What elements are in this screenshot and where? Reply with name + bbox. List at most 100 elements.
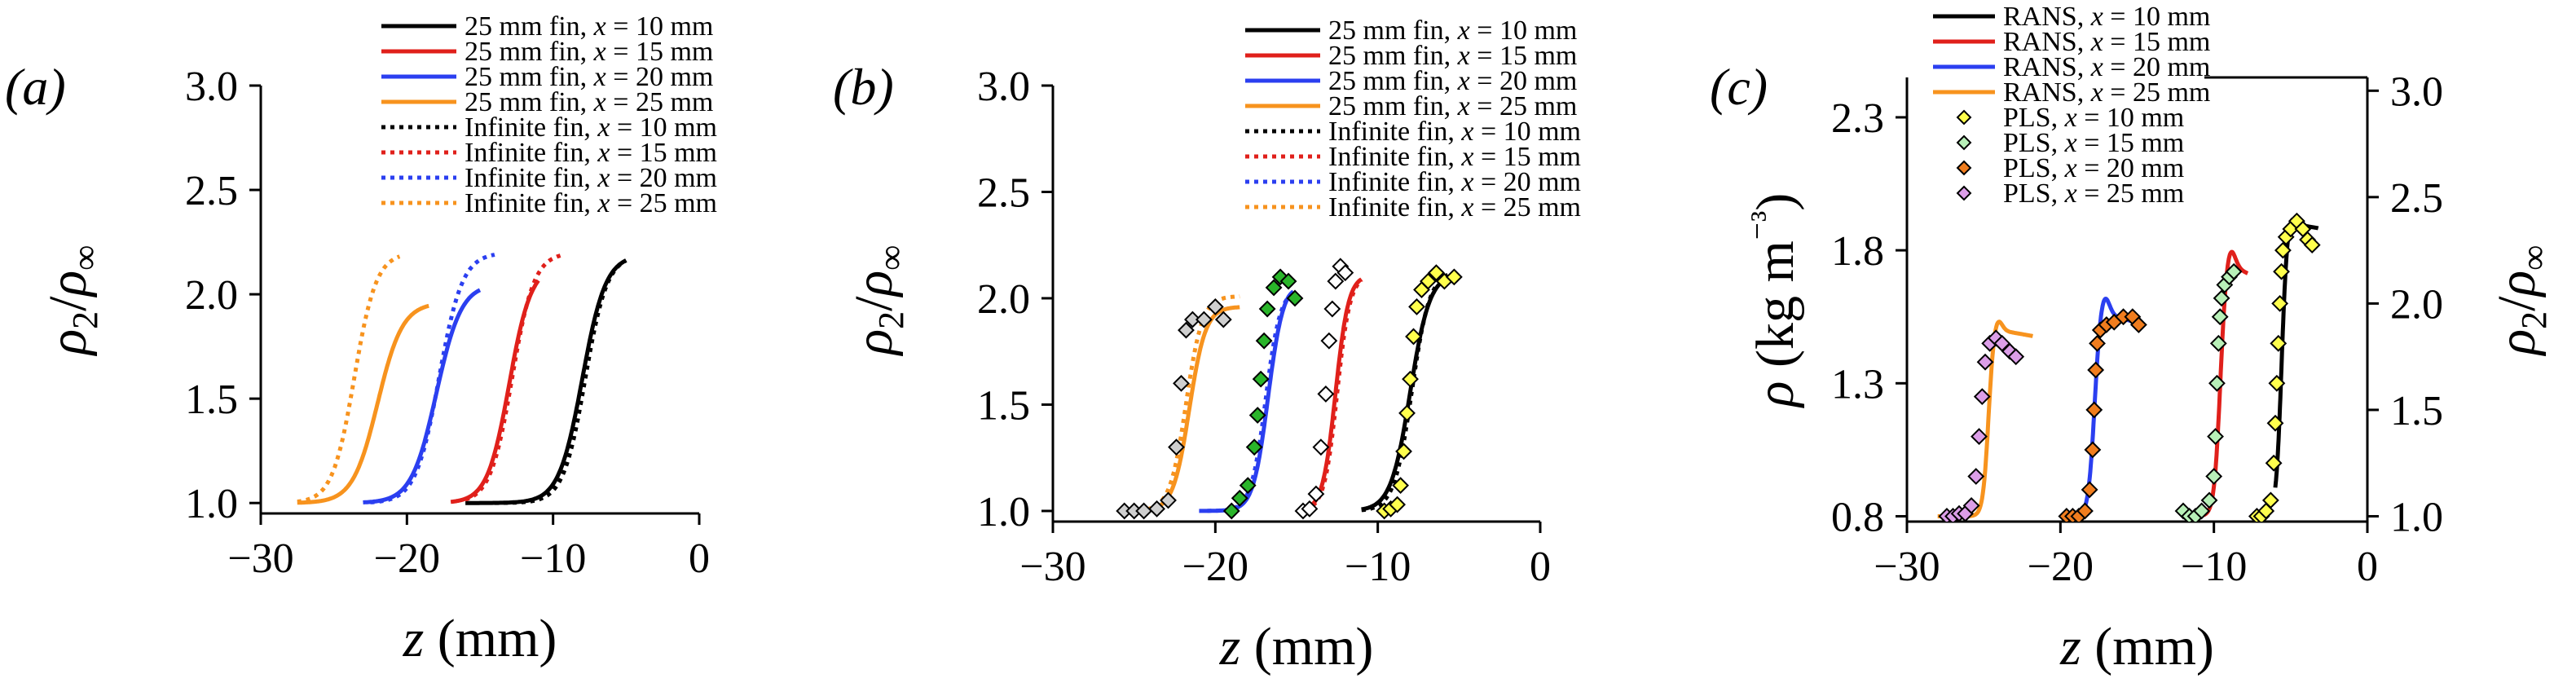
data-marker: [1206, 298, 1224, 315]
x-tick-label: −20: [2028, 544, 2094, 590]
data-marker: [2268, 374, 2286, 392]
series-line: [1303, 278, 1363, 512]
legend-value: = 20 mm: [1470, 66, 1578, 96]
data-marker: [1245, 438, 1263, 456]
legend-label: Infinite fin, x = 20 mm: [465, 163, 717, 193]
legend-value: = 25 mm: [606, 87, 714, 117]
rho: ρ: [38, 271, 98, 298]
right-y-axis-label: ρ2/ρ∞: [2487, 244, 2554, 356]
y-tick-label: 1.5: [185, 377, 238, 423]
data-marker: [1258, 300, 1276, 318]
data-marker: [1967, 468, 1985, 485]
legend-var: x: [1460, 192, 1473, 222]
chart-panel-1: −30 −20 −10 0 1.0 1.5 2.0 2.5 3.0 25 mm fin, x = …: [5, 11, 717, 668]
data-marker: [1976, 353, 1994, 371]
legend-label: 25 mm fin, x = 10 mm: [465, 11, 713, 42]
legend-var: x: [1460, 117, 1473, 147]
data-marker: [2213, 289, 2230, 307]
legend-label: RANS, x = 20 mm: [2003, 52, 2210, 82]
subscript-2: 2: [65, 311, 105, 329]
series-line: [1146, 294, 1241, 512]
data-marker: [1135, 502, 1153, 520]
legend-prefix: RANS,: [2003, 52, 2091, 82]
legend-value: = 25 mm: [2077, 178, 2185, 209]
data-marker: [1398, 404, 1416, 422]
y-axis-label: ρ (kg m⁻³): [1743, 193, 1805, 408]
series-line: [493, 258, 627, 505]
y-tick-label: 1.0: [185, 481, 238, 527]
legend-var: x: [2090, 2, 2103, 32]
data-marker: [1428, 264, 1445, 282]
legend-var: x: [1457, 41, 1470, 71]
data-marker: [1323, 300, 1341, 318]
legend-value: = 15 mm: [2103, 27, 2211, 57]
subscript-inf: ∞: [871, 244, 911, 270]
data-marker: [2007, 348, 2025, 366]
series-line: [369, 253, 496, 504]
data-marker: [2193, 502, 2211, 520]
series-line: [2273, 217, 2320, 488]
legend-value: = 20 mm: [610, 163, 717, 193]
data-marker: [1408, 298, 1425, 315]
unit: (kg m: [1746, 240, 1805, 381]
data-marker: [1265, 279, 1283, 297]
y-tick-label: 1.0: [977, 489, 1030, 535]
data-marker: [2266, 414, 2284, 432]
y-tick-label: 1.3: [1831, 361, 1884, 407]
data-marker: [1420, 272, 1437, 290]
legend-value: = 20 mm: [2077, 153, 2185, 183]
data-marker: [1395, 443, 1412, 460]
legend-prefix: 25 mm fin,: [1328, 66, 1458, 96]
y-tick-label: 2.3: [1831, 95, 1884, 142]
x-axis-label: z (mm): [2059, 617, 2214, 676]
legend-label: Infinite fin, x = 20 mm: [1328, 167, 1581, 197]
legend-value: = 10 mm: [2103, 2, 2211, 32]
legend-label: Infinite fin, x = 15 mm: [465, 138, 717, 168]
series-line: [296, 303, 430, 505]
x-tick-label: 0: [1530, 544, 1551, 590]
data-marker: [1971, 428, 1988, 445]
data-marker: [1195, 311, 1213, 328]
legend-value: = 20 mm: [606, 62, 714, 92]
x-axis-var: z: [2059, 617, 2081, 676]
legend-value: = 15 mm: [606, 37, 714, 67]
data-marker: [2211, 308, 2229, 326]
legend-var: x: [597, 163, 610, 193]
subscript-2: 2: [871, 311, 911, 329]
data-marker: [2261, 491, 2279, 509]
legend-value: = 10 mm: [1473, 117, 1581, 147]
legend-var: x: [2064, 128, 2077, 158]
y-tick-label: 3.0: [977, 64, 1030, 110]
legend-var: x: [1460, 142, 1473, 172]
data-marker: [1336, 264, 1354, 282]
series-line: [296, 254, 401, 504]
data-layer: [1936, 212, 2321, 522]
legend-value: = 25 mm: [1470, 91, 1578, 121]
x-axis-label: z (mm): [403, 609, 557, 668]
legend-value: = 15 mm: [1470, 41, 1578, 71]
legend-label: RANS, x = 10 mm: [2003, 2, 2210, 32]
subscript-2: 2: [2514, 311, 2554, 329]
legend-label: 25 mm fin, x = 15 mm: [1328, 41, 1577, 71]
unit-exponent: ⁻³: [1743, 211, 1783, 240]
legend-var: x: [2090, 27, 2103, 57]
data-marker: [2273, 262, 2290, 280]
legend-var: x: [2090, 77, 2103, 108]
x-tick-label: −30: [1874, 544, 1940, 590]
legend-var: x: [597, 138, 610, 168]
legend-prefix: Infinite fin,: [465, 188, 597, 218]
data-marker: [1239, 477, 1257, 495]
legend-prefix: PLS,: [2003, 103, 2065, 133]
right-y-tick-label: 1.0: [2390, 494, 2443, 540]
legend-prefix: Infinite fin,: [1328, 167, 1461, 197]
right-y-tick-label: 2.0: [2390, 281, 2443, 328]
x-tick-label: 0: [689, 535, 710, 582]
data-marker: [2205, 468, 2223, 485]
x-tick-label: −10: [1345, 544, 1411, 590]
legend-prefix: 25 mm fin,: [1328, 41, 1458, 71]
data-marker: [1392, 477, 1409, 495]
data-marker: [1255, 332, 1273, 350]
slash: /: [38, 296, 98, 311]
x-tick-label: −20: [374, 535, 440, 582]
